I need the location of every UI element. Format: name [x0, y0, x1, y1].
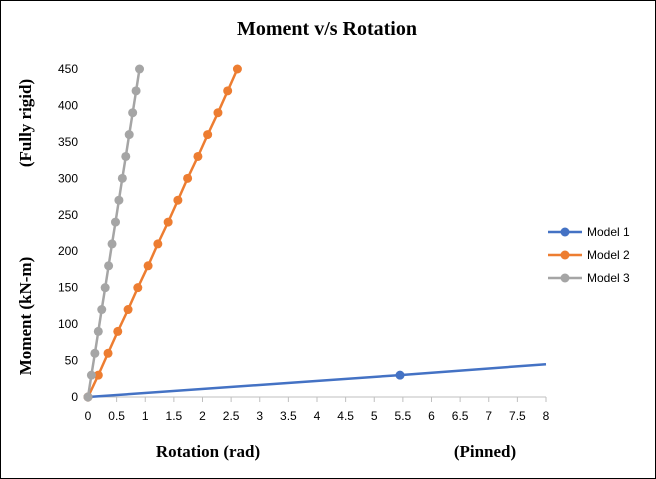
model-2-point	[93, 370, 103, 380]
model-3-point	[114, 195, 124, 205]
model-3-point	[117, 173, 127, 183]
legend-entry-label: Model 1	[587, 225, 630, 239]
y-axis-label: Moment (kN-m)	[16, 257, 35, 376]
model-3-point	[100, 283, 110, 293]
x-axis-label: Rotation (rad)	[156, 442, 260, 461]
x-tick-label: 4	[314, 409, 321, 423]
x-tick-label: 3	[256, 409, 263, 423]
model-3-point	[97, 305, 107, 315]
model-2-line	[86, 68, 239, 398]
model-3-point	[86, 370, 96, 380]
y-tick-label: 350	[58, 135, 78, 149]
x-tick-label: 7.5	[509, 409, 526, 423]
x-tick-label: 0	[85, 409, 92, 423]
model-2-point	[193, 151, 203, 161]
y-tick-label: 250	[58, 208, 78, 222]
model-3-point	[110, 217, 120, 227]
y-axis-annotation: (Fully rigid)	[16, 79, 35, 167]
x-tick-label: 5.5	[395, 409, 412, 423]
model-2-point	[103, 348, 113, 358]
x-tick-label: 0.5	[108, 409, 125, 423]
model-3-point	[104, 261, 114, 271]
model-2-point	[153, 239, 163, 249]
model-3-point	[90, 348, 100, 358]
x-tick-label: 2	[199, 409, 206, 423]
model-3-point	[107, 239, 117, 249]
legend-swatch-marker	[560, 250, 570, 260]
y-tick-label: 0	[71, 390, 78, 404]
y-tick-label: 50	[65, 354, 79, 368]
y-axis-ticks: 0 50 100 150 200 250 300 350 400 450	[58, 62, 78, 404]
x-tick-label: 1.5	[166, 409, 183, 423]
y-tick-label: 400	[58, 98, 78, 112]
x-tick-label: 3.5	[280, 409, 297, 423]
x-tick-label: 6.5	[452, 409, 469, 423]
model-2-point	[213, 108, 223, 118]
y-tick-label: 100	[58, 317, 78, 331]
model-3-point	[83, 392, 93, 402]
model-3-point	[93, 326, 103, 336]
model-2-point	[173, 195, 183, 205]
model-3-point	[128, 108, 138, 118]
legend-swatch-marker	[560, 273, 570, 283]
model-2-point	[163, 217, 173, 227]
model-3-point	[121, 151, 131, 161]
model-2-point	[143, 261, 153, 271]
x-tick-label: 1	[142, 409, 149, 423]
x-axis-annotation: (Pinned)	[454, 442, 516, 461]
x-axis-ticks: 0 0.5 1 1.5 2 2.5 3 3.5 4 4.5 5 5.5 6 6.5 7 7.5 8	[85, 397, 550, 423]
x-tick-label: 5	[371, 409, 378, 423]
model-2-point	[232, 64, 242, 74]
legend-swatch-marker	[560, 227, 570, 237]
model-2-point	[133, 283, 143, 293]
y-tick-label: 150	[58, 281, 78, 295]
model-2-point	[203, 130, 213, 140]
y-tick-label: 450	[58, 62, 78, 76]
model-1-line	[87, 362, 547, 399]
legend-entry-label: Model 3	[587, 271, 630, 285]
model-3-point	[131, 86, 141, 96]
x-tick-label: 8	[543, 409, 550, 423]
legend: Model 1 Model 2 Model 3	[548, 225, 630, 285]
model-3-point	[135, 64, 145, 74]
model-2-point	[223, 86, 233, 96]
y-tick-label: 300	[58, 171, 78, 185]
model-2-point	[113, 326, 123, 336]
x-tick-label: 7	[485, 409, 492, 423]
model-2-point	[183, 173, 193, 183]
y-tick-label: 200	[58, 244, 78, 258]
series-layer	[83, 64, 547, 402]
x-tick-label: 6	[428, 409, 435, 423]
model-2-point	[123, 305, 133, 315]
legend-entry-label: Model 2	[587, 248, 630, 262]
chart-title: Moment v/s Rotation	[237, 18, 417, 40]
model-3-point	[124, 130, 134, 140]
x-tick-label: 2.5	[223, 409, 240, 423]
x-tick-label: 4.5	[337, 409, 354, 423]
model-1-point	[395, 370, 405, 380]
model-3-line	[86, 68, 141, 398]
